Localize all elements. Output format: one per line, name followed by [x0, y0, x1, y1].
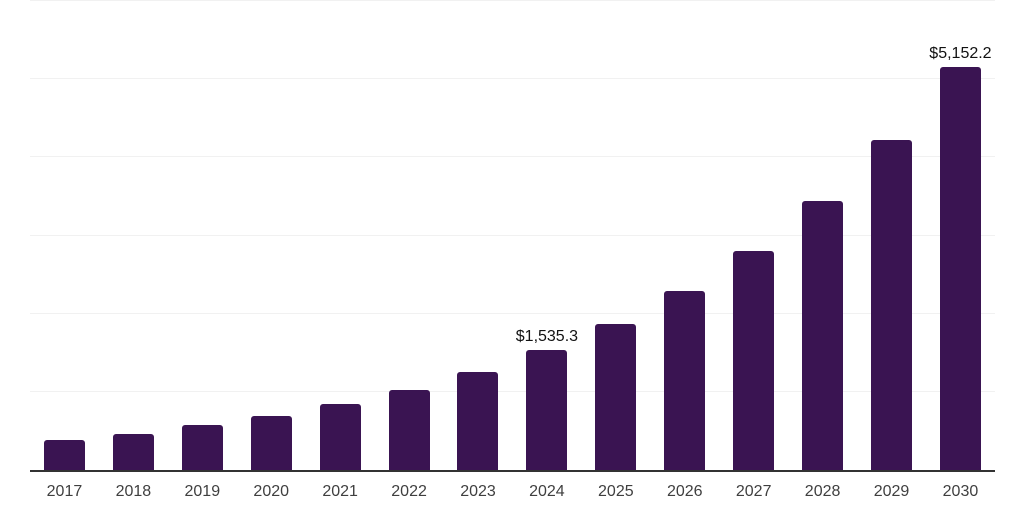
x-axis-label-2020: 2020	[253, 483, 290, 500]
gridline-6000	[30, 0, 995, 1]
x-axis-label-2023: 2023	[460, 483, 496, 500]
bar-2022	[388, 389, 430, 470]
bar-slot-2028	[788, 0, 857, 470]
x-axis-labels: 2017 2018 2019 2020 2021 2022 2023 2024 2025 2026…	[30, 482, 995, 502]
x-axis-label-2029: 2029	[873, 483, 910, 500]
x-axis-label-2019: 2019	[184, 483, 221, 500]
bar-slot-2026	[650, 0, 719, 470]
bar-slot-2027	[719, 0, 788, 470]
gridline-4000	[30, 156, 995, 158]
bar-slot-2023	[444, 0, 513, 470]
bar-2027	[733, 250, 775, 470]
bar-2019	[181, 425, 223, 470]
bar-2026	[664, 290, 706, 470]
bar-slot-2024: $1,535.3	[512, 0, 581, 470]
bar-slot-2029	[857, 0, 926, 470]
bars-container: $1,535.3 $5,152.2	[30, 0, 995, 470]
plot-area: $1,535.3 $5,152.2	[30, 0, 995, 472]
gridline-5000	[30, 78, 995, 80]
bar-slot-2018	[99, 0, 168, 470]
bar-2017	[43, 440, 85, 470]
x-axis-label-2025: 2025	[598, 483, 634, 500]
bar-value-label-2024: $1,535.3	[515, 328, 579, 345]
bar-value-label-2030: $5,152.2	[929, 45, 992, 63]
bar-2023	[457, 372, 499, 470]
bar-2029	[871, 140, 913, 470]
bar-2025	[595, 323, 637, 470]
bar-slot-2021	[306, 0, 375, 470]
x-axis-label-2021: 2021	[322, 483, 358, 500]
gridline-3000	[30, 234, 995, 236]
bar-slot-2019	[168, 0, 237, 470]
x-axis-label-2026: 2026	[666, 483, 703, 500]
x-axis-label-2027: 2027	[735, 483, 772, 500]
bar-slot-2030: $5,152.2	[926, 0, 995, 470]
x-axis-label-2028: 2028	[804, 483, 841, 500]
x-axis-label-2018: 2018	[115, 483, 152, 500]
bar-2020	[250, 415, 292, 470]
bar-slot-2025	[581, 0, 650, 470]
x-axis-label-2030: 2030	[942, 483, 979, 500]
bar-2021	[319, 403, 361, 470]
gridline-2000	[30, 312, 995, 314]
bar-slot-2017	[30, 0, 99, 470]
gridline-1000	[30, 390, 995, 392]
x-axis-label-2017: 2017	[46, 483, 83, 500]
bar-slot-2022	[375, 0, 444, 470]
x-axis-label-2024: 2024	[529, 483, 565, 500]
bar-2028	[802, 200, 844, 470]
bar-2024	[526, 350, 568, 470]
bar-2018	[112, 433, 154, 470]
bar-2030	[939, 67, 981, 470]
x-axis-label-2022: 2022	[391, 483, 427, 500]
bar-slot-2020	[237, 0, 306, 470]
